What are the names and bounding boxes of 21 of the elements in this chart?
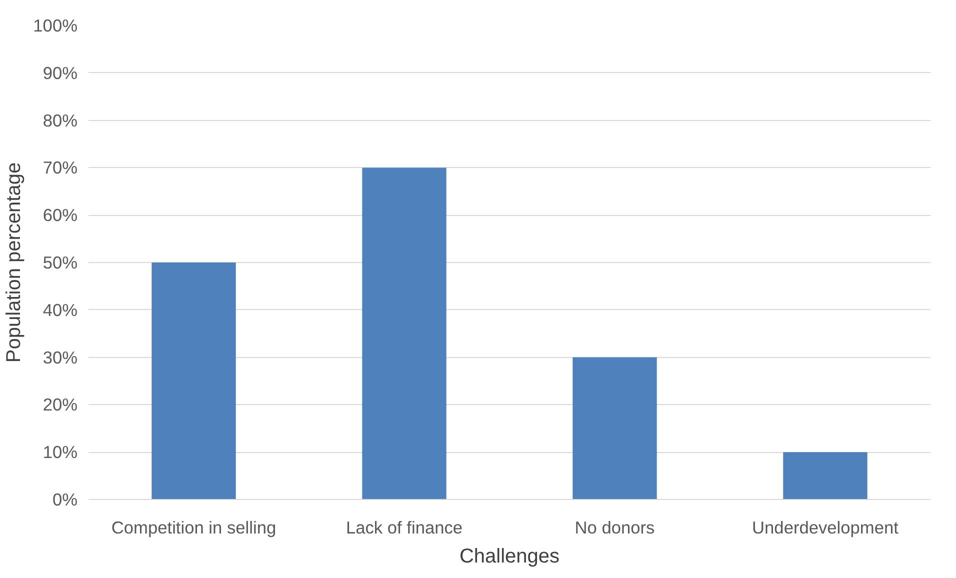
x-tick-label: Lack of finance [346, 518, 463, 538]
x-tick-label: No donors [574, 518, 656, 538]
x-axis-title: Challenges [459, 546, 560, 568]
y-tick-label: 60% [42, 205, 78, 226]
bar [572, 357, 657, 500]
bar [152, 262, 236, 500]
y-tick-label: 40% [42, 300, 78, 320]
y-tick-label: 70% [42, 158, 78, 178]
y-tick-label: 30% [42, 347, 78, 368]
y-tick-label: 10% [42, 442, 78, 462]
y-tick-label: 90% [42, 62, 78, 83]
x-tick-label: Competition in selling [111, 518, 276, 538]
y-tick-label: 100% [33, 16, 78, 36]
y-tick-label: 80% [42, 110, 78, 130]
bar [362, 168, 446, 500]
y-tick-label: 50% [42, 252, 78, 272]
x-tick-label: Underdevelopment [752, 518, 899, 538]
bar [783, 452, 868, 500]
y-axis-title: Population percentage [3, 162, 26, 363]
y-tick-label: 20% [42, 394, 78, 415]
y-tick-label: 0% [52, 490, 78, 510]
